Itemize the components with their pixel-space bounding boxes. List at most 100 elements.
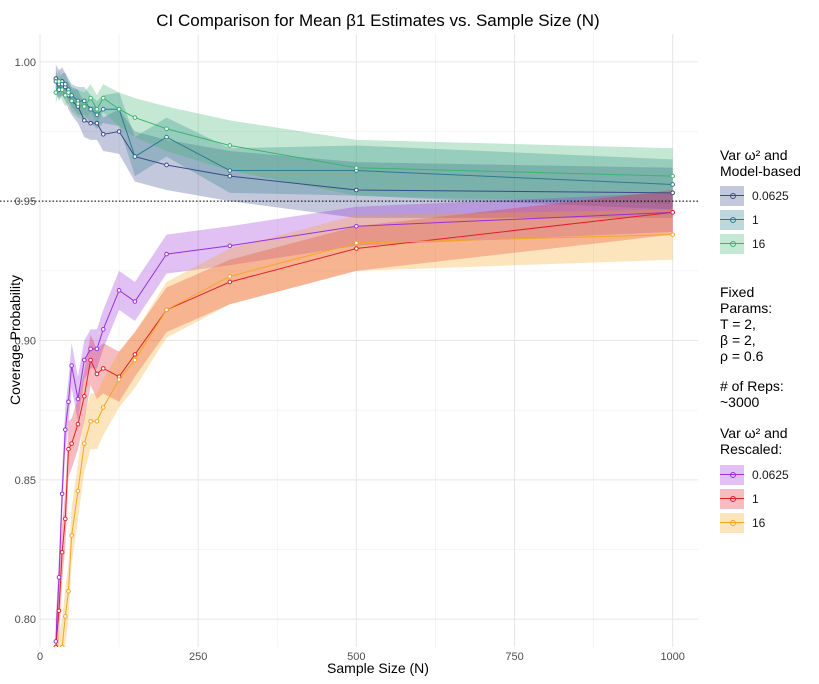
legend-rescaled-key-2 [720,489,744,509]
data-point [94,112,100,118]
fixed-params-line-2: Params: [720,300,773,316]
data-point [75,488,81,494]
legend-model-title: Var ω² and Model-based [720,147,801,179]
data-point [81,98,87,104]
ci-band-model-based-0 [55,64,673,218]
data-point [63,93,68,98]
data-point [56,79,62,84]
legend-model-key-2 [720,210,744,230]
data-point [75,396,81,402]
data-point [66,399,71,405]
data-point [116,288,122,293]
data-point [63,516,68,522]
data-point [66,446,71,452]
data-point [69,93,74,98]
legend-model-label-3: 16 [752,237,766,251]
fixed-params-line-1: Fixed [720,284,755,300]
legend-model-label-1: 0.0625 [752,189,789,203]
data-point [227,143,233,148]
data-point [94,120,100,126]
data-point [132,299,138,304]
data-point [88,357,93,363]
data-point [132,115,138,120]
data-point [132,154,138,159]
data-point [88,106,93,112]
x-axis-label: Sample Size (N) [327,660,429,676]
data-point [100,132,106,137]
data-point [354,240,359,246]
legend-model-item-2: 1 [720,208,759,232]
legend-rescaled-key-1 [720,465,744,485]
tick-labels: 0 250 500 750 1000 0.80 0.85 0.90 0.95 1.00 [15,57,685,663]
data-point [54,673,58,677]
data-point [66,90,71,95]
data-point [94,371,100,377]
x-tick-label: 1000 [660,651,684,663]
data-point [227,274,233,279]
data-point [59,491,65,497]
data-point [100,95,106,101]
data-point [63,81,68,87]
data-point [100,106,106,112]
legend-rescaled-title: Var ω² and Rescaled: [720,425,788,457]
data-point [164,307,169,313]
data-point [69,533,74,538]
y-tick-label: 0.85 [15,475,36,487]
y-tick-label: 1.00 [15,57,36,69]
reps-line-1: # of Reps: [720,378,784,394]
fixed-params-line-3: T = 2, [720,316,756,332]
data-point [59,87,65,93]
data-point [69,98,74,104]
data-point [227,168,233,173]
data-point [56,608,62,614]
fixed-params-line-5: ρ = 0.6 [720,348,764,364]
series-points [53,76,675,677]
data-point [81,393,87,399]
data-point [670,210,675,215]
data-point [164,126,169,132]
ci-band-model-based-2 [55,70,673,204]
legend-model-key-1 [720,186,744,206]
data-point [81,441,87,446]
data-point [69,363,74,368]
data-point [132,357,138,363]
data-point [227,279,233,285]
data-point [116,129,122,134]
data-point [57,659,61,663]
data-point [56,575,62,580]
fixed-params-line-4: β = 2, [720,332,756,348]
data-point [670,190,675,196]
fixed-params-note: Fixed Params: T = 2, β = 2, ρ = 0.6 [720,284,772,364]
data-point [63,427,68,432]
y-tick-label: 0.80 [15,614,36,626]
data-point [164,162,169,168]
legend-rescaled-item-3: 16 [720,511,765,535]
data-point [227,173,233,179]
data-point [354,165,359,171]
legend-model-key-3 [720,234,744,254]
chart-title: CI Comparison for Mean β1 Estimates vs. … [156,11,599,30]
data-point [75,101,81,106]
data-point [670,173,675,179]
data-point [94,346,100,352]
x-tick-label: 500 [347,651,365,663]
data-point [88,95,93,101]
legend-rescaled-item-2: 1 [720,487,759,511]
data-point [59,549,65,555]
x-tick-label: 750 [505,651,523,663]
data-point [116,377,122,382]
data-point [81,104,87,109]
data-point [53,90,59,95]
data-point [100,405,106,410]
y-tick-label: 0.95 [15,196,36,208]
x-tick-label: 250 [189,651,207,663]
x-tick-label: 0 [37,651,43,663]
data-point [88,419,93,424]
data-point [164,251,169,257]
data-point [670,232,675,237]
data-point [670,182,675,187]
data-point [53,639,59,644]
data-point [354,223,359,229]
data-point [354,246,359,251]
data-point [354,187,359,193]
